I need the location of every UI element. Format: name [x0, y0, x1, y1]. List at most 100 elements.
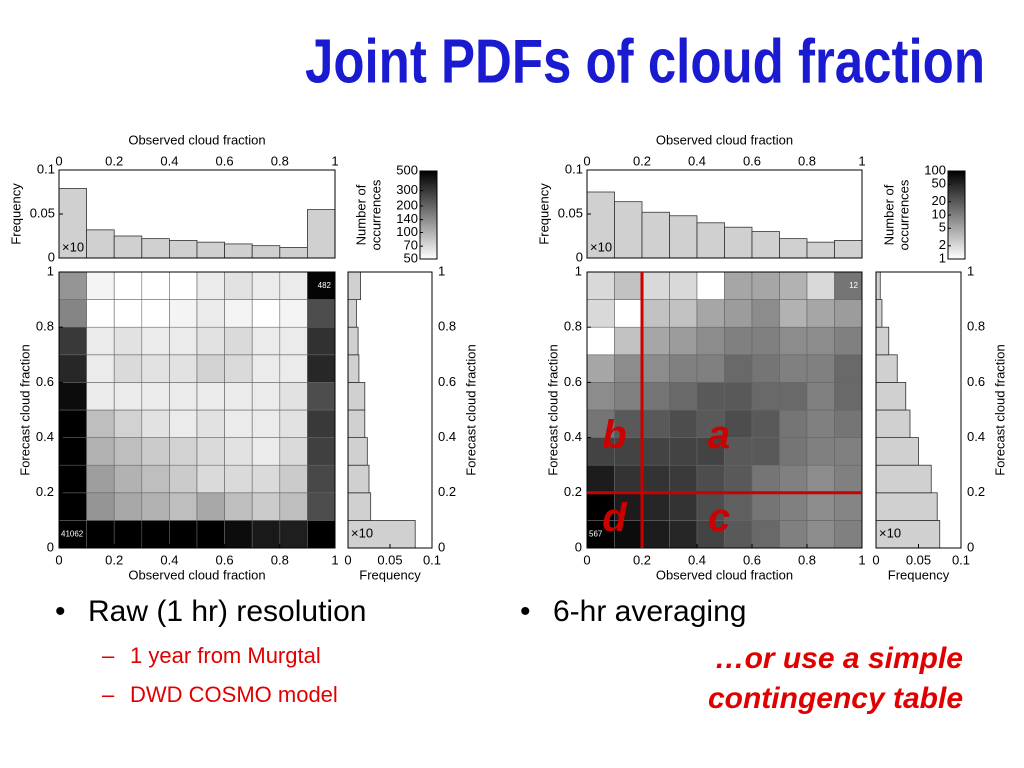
heatmap-cell: [669, 464, 698, 494]
heatmap-cell: [641, 520, 670, 549]
heatmap-cell: [224, 492, 253, 521]
heatmap-cell: [779, 520, 808, 549]
marginal-bar: [141, 238, 170, 259]
heatmap-cell: [224, 520, 253, 549]
x-tick-label: 0.2: [633, 552, 651, 567]
heatmap-cell: [141, 382, 170, 411]
heatmap-cell: [58, 464, 87, 494]
right-y-tick-label: 0: [967, 539, 974, 554]
heatmap-cell: [86, 354, 115, 383]
heatmap-cell: [279, 299, 308, 328]
heatmap-cell: [224, 354, 253, 383]
heatmap-cell: [86, 326, 115, 356]
heatmap-cell: [307, 299, 336, 328]
heatmap-cell: [307, 409, 336, 438]
marginal-x-tick-label: 0.05: [906, 552, 931, 567]
heatmap-cell: [279, 520, 308, 549]
heatmap-cell: [141, 326, 170, 356]
heatmap-cell: [586, 464, 615, 494]
colorbar-tick-label: 140: [396, 211, 418, 226]
heatmap-cell: [169, 437, 198, 466]
heatmap-cell: [279, 271, 308, 300]
heatmap-cell: [614, 382, 643, 411]
colorbar-tick-label: 70: [404, 238, 418, 253]
x-axis-label: Observed cloud fraction: [128, 567, 265, 582]
heatmap-cell: [58, 437, 87, 466]
heatmap-cell: [779, 354, 808, 383]
heatmap-cell: [669, 299, 698, 328]
heatmap-cell: [834, 326, 863, 356]
heatmap-cell: [58, 299, 87, 328]
marginal-bar: [875, 299, 883, 328]
heatmap-cell: [834, 492, 863, 521]
x-tick-label: 0.8: [271, 552, 289, 567]
marginal-x-label: Frequency: [359, 567, 421, 582]
marginal-bar: [347, 271, 362, 301]
heatmap-cell: [113, 409, 143, 438]
marginal-bar: [58, 188, 88, 259]
right-y-axis-label: Forecast cloud fraction: [992, 344, 1007, 476]
heatmap-cell: [751, 464, 780, 494]
heatmap-cell: [251, 326, 281, 356]
heatmap-cell: [669, 520, 698, 549]
colorbar-tick-label: 20: [932, 193, 946, 208]
heatmap-cell: [751, 492, 780, 521]
heatmap-cell: [696, 492, 725, 521]
marginal-bar: [347, 492, 372, 521]
heatmap-cell: [196, 437, 225, 466]
heatmap-cell: [141, 464, 170, 494]
note-text: contingency table: [708, 682, 963, 715]
top-x-axis-label: Observed cloud fraction: [656, 132, 793, 147]
marginal-y-tick-label: 0: [48, 249, 55, 264]
heatmap-cell: [779, 271, 808, 300]
heatmap-cell: [141, 492, 170, 521]
y-tick-label: 0.2: [36, 484, 54, 499]
heatmap-cell: [169, 464, 198, 494]
heatmap-cell: [224, 437, 253, 466]
heatmap-cell: [307, 326, 336, 356]
marginal-bar: [347, 409, 366, 439]
heatmap-cell: [779, 326, 808, 356]
heatmap-cell: [307, 492, 336, 521]
heatmap-cell: [586, 382, 615, 411]
heatmap-cell: [779, 492, 808, 521]
heatmap-cell: [614, 437, 643, 466]
quadrant-label: d: [602, 496, 628, 540]
heatmap-cell: [641, 271, 670, 300]
heatmap-cell: [779, 299, 808, 328]
marginal-x-tick-label: 0.05: [377, 552, 402, 567]
heatmap-cell: [58, 492, 87, 521]
heatmap-cell: [806, 464, 835, 494]
heatmap-cell: [724, 354, 753, 383]
x-axis-label: Observed cloud fraction: [656, 567, 793, 582]
colorbar-tick-label: 50: [404, 250, 418, 265]
cell-value-label: 567: [589, 529, 603, 538]
heatmap-cell: [58, 326, 87, 356]
heatmap-cell: [696, 437, 725, 466]
heatmap-cell: [169, 271, 198, 300]
heatmap-cell: [641, 299, 670, 328]
top-x-tick-label: 0.2: [105, 153, 123, 168]
colorbar-tick-label: 500: [396, 162, 418, 177]
heatmap-cell: [669, 409, 698, 438]
heatmap-cell: [696, 354, 725, 383]
heatmap-cell: [806, 326, 835, 356]
heatmap-cell: [86, 409, 115, 438]
heatmap-cell: [696, 326, 725, 356]
heatmap-cell: [141, 354, 170, 383]
y-tick-label: 0: [575, 539, 582, 554]
heatmap-cell: [307, 437, 336, 466]
marginal-bar: [641, 211, 670, 259]
heatmap-cell: [696, 520, 725, 549]
heatmap-cell: [86, 464, 115, 494]
heatmap-cell: [251, 409, 281, 438]
colorbar-tick-label: 200: [396, 197, 418, 212]
marginal-bar: [875, 492, 938, 521]
heatmap-cell: [86, 492, 115, 521]
heatmap-cell: [141, 520, 170, 549]
marginal-bar: [875, 381, 907, 411]
marginal-bar: [875, 464, 932, 494]
heatmap-cell: [169, 492, 198, 521]
heatmap-cell: [196, 326, 225, 356]
x-tick-label: 0.4: [688, 552, 706, 567]
